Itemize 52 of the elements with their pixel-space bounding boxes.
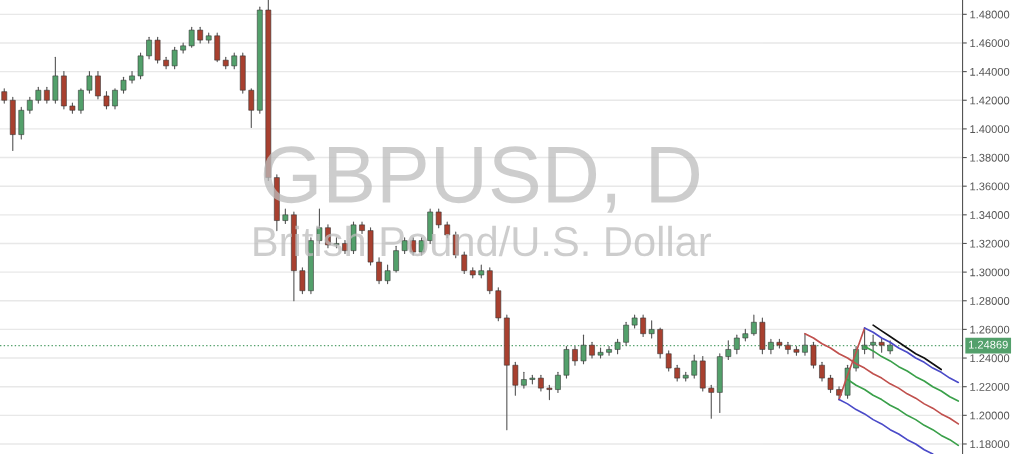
y-tick-label: 1.24000 <box>970 354 1010 363</box>
candlestick <box>248 88 255 129</box>
y-tick-label: 1.34000 <box>970 211 1010 219</box>
candlestick <box>819 361 825 382</box>
line-series <box>872 324 943 371</box>
candlestick <box>129 71 135 84</box>
candlestick <box>154 36 161 64</box>
candlestick <box>640 314 646 338</box>
y-tick-label: 1.46000 <box>970 39 1010 48</box>
candlestick <box>78 88 84 114</box>
candlestick <box>708 384 715 419</box>
candlestick <box>384 264 391 285</box>
y-tick-label: 1.36000 <box>970 182 1010 191</box>
candlestick <box>691 354 698 379</box>
candlestick <box>299 267 306 295</box>
y-tick-label: 1.38000 <box>970 153 1010 162</box>
line-series <box>846 378 960 447</box>
candlestick <box>146 36 152 60</box>
candlestick <box>86 71 93 94</box>
y-tick-label: 1.18000 <box>970 440 1010 449</box>
candlestick <box>785 341 791 355</box>
candlestick <box>137 52 144 80</box>
y-tick-label: 1.26000 <box>970 325 1010 334</box>
y-tick-label: 1.20000 <box>970 411 1010 420</box>
candlestick <box>623 321 629 346</box>
candlestick <box>376 257 382 285</box>
candlestick <box>555 371 561 393</box>
candlestick <box>95 71 101 100</box>
candlestick <box>751 314 757 336</box>
candlestick <box>802 333 808 356</box>
candlestick <box>572 346 578 366</box>
candlestick <box>188 26 195 48</box>
line-series <box>804 332 960 425</box>
y-tick-label: 1.42000 <box>970 96 1010 105</box>
line-series <box>863 327 960 384</box>
candlestick <box>112 88 118 110</box>
candlestick <box>486 267 493 295</box>
y-tick-label: 1.28000 <box>970 297 1010 305</box>
candlestick <box>521 371 527 389</box>
y-tick-label: 1.32000 <box>970 239 1010 248</box>
y-tick-label: 1.30000 <box>970 268 1010 277</box>
y-tick-label: 1.44000 <box>970 67 1010 76</box>
line-series <box>838 398 934 454</box>
y-tick-label: 1.48000 <box>970 10 1010 19</box>
candlestick <box>810 341 817 369</box>
candlestick <box>171 46 178 70</box>
ref-line-label: 1.24869 <box>968 340 1008 349</box>
y-tick-label: 1.40000 <box>970 125 1010 134</box>
candlestick <box>665 350 672 372</box>
line-series <box>863 345 960 402</box>
candlestick <box>512 361 519 396</box>
y-tick-label: 1.22000 <box>970 382 1010 391</box>
